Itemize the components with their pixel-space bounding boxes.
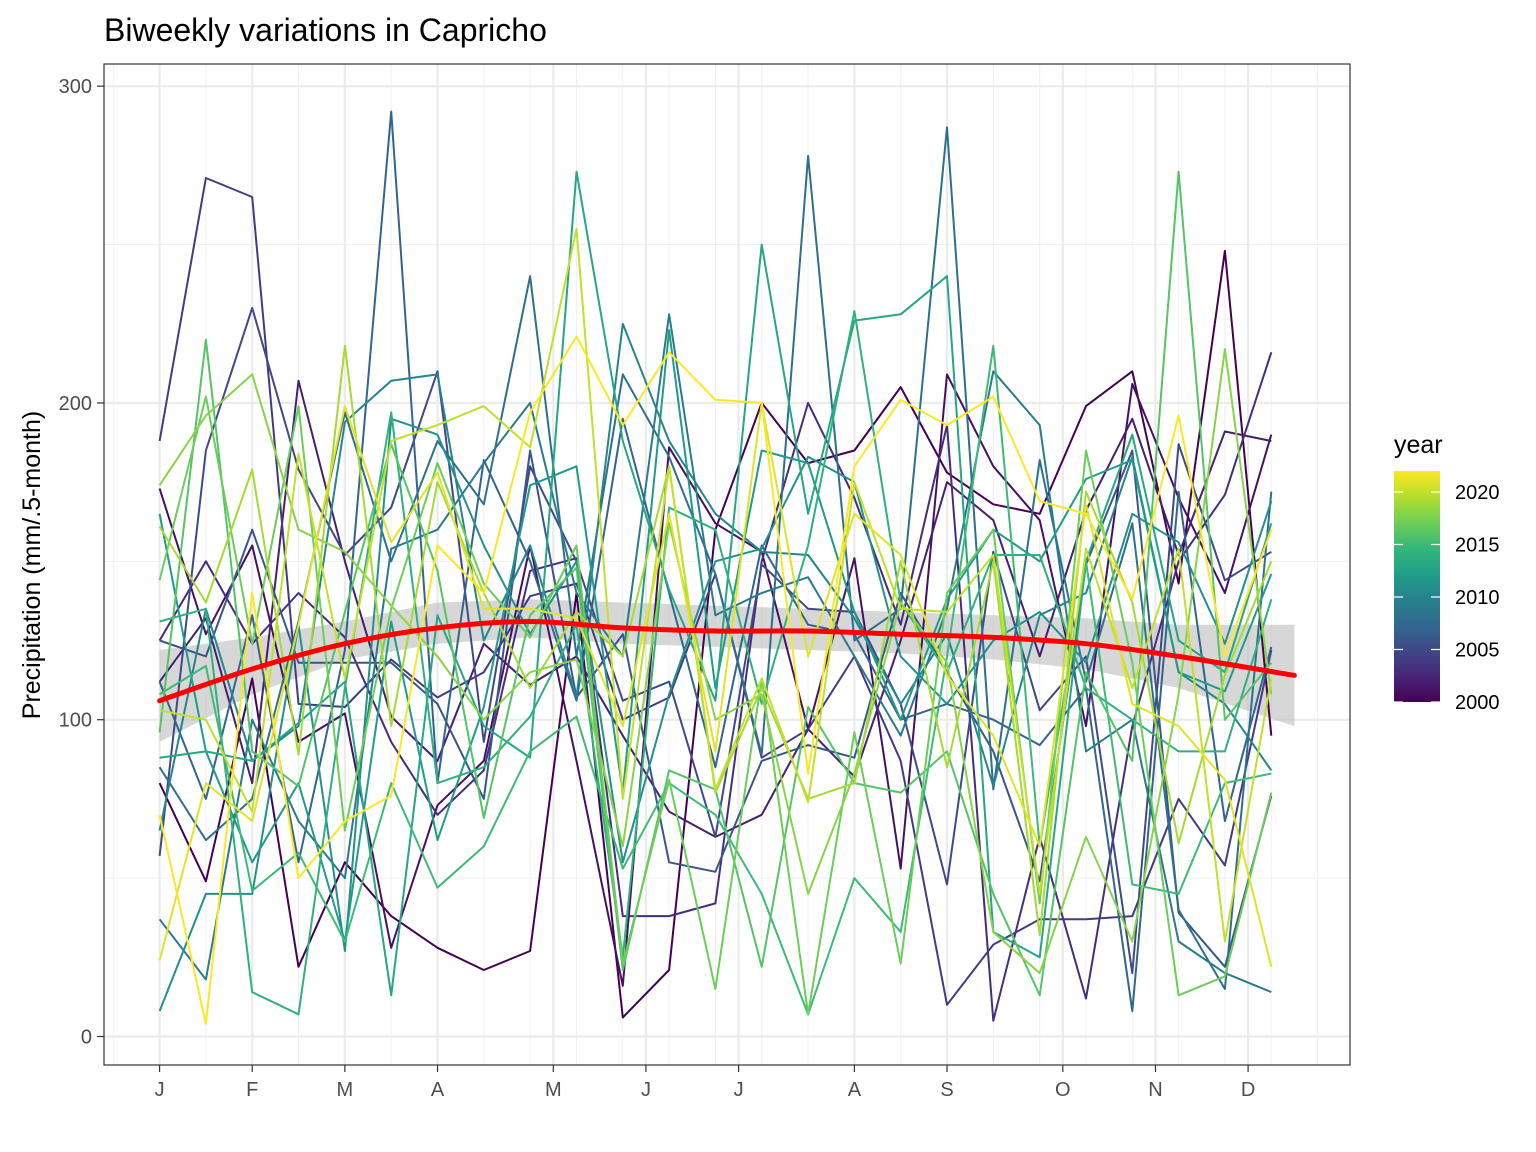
- smooth-confidence-band: [159, 599, 1295, 742]
- x-tick-label: S: [940, 1079, 953, 1101]
- x-tick-label: M: [337, 1079, 354, 1101]
- x-tick-label: M: [545, 1079, 562, 1101]
- x-tick-label: J: [155, 1079, 165, 1101]
- confidence-band: [159, 599, 1295, 742]
- x-tick-label: N: [1148, 1079, 1162, 1101]
- series-line-2003: [158, 351, 1273, 1022]
- legend: year 2000 2005 2010 2015 2020: [1394, 431, 1500, 714]
- legend-tick-label: 2005: [1455, 640, 1500, 662]
- series-line-2022: [158, 335, 1273, 1025]
- y-axis-title: Precipitation (mm/.5-month): [18, 411, 46, 719]
- x-tick-label: A: [431, 1079, 445, 1101]
- series-line-2014: [159, 310, 1273, 1016]
- series-line-2009: [158, 313, 1272, 994]
- y-axis: 0 100 200 300: [59, 76, 104, 1048]
- series-line-2017: [158, 395, 1273, 1016]
- series-line-2001: [158, 373, 1273, 987]
- legend-tick-label: 2010: [1455, 587, 1500, 609]
- legend-tick-label: 2020: [1455, 482, 1500, 504]
- x-tick-label: D: [1241, 1079, 1255, 1101]
- y-tick-label: 200: [59, 393, 92, 415]
- x-tick-label: J: [641, 1079, 651, 1101]
- chart-title: Biweekly variations in Capricho: [104, 12, 547, 48]
- y-tick-label: 300: [59, 76, 92, 98]
- x-tick-label: A: [848, 1079, 862, 1101]
- y-tick-label: 0: [81, 1026, 92, 1048]
- series-line-2019: [158, 344, 1273, 937]
- legend-tick-label: 2000: [1455, 692, 1500, 714]
- x-tick-label: J: [734, 1079, 744, 1101]
- legend-colorbar: [1394, 471, 1440, 702]
- year-series-lines: [158, 110, 1273, 1025]
- series-line-2018: [158, 348, 1273, 975]
- series-line-2020: [159, 227, 1273, 943]
- series-line-2011: [158, 417, 1273, 1012]
- series-line-2010: [158, 322, 1273, 831]
- x-tick-label: O: [1055, 1079, 1071, 1101]
- plot-panel-border: [103, 63, 1351, 1066]
- legend-ticks: 2000 2005 2010 2015 2020: [1394, 482, 1500, 714]
- series-line-2008: [158, 126, 1273, 990]
- legend-tick-label: 2015: [1455, 535, 1500, 557]
- series-line-2005: [158, 306, 1272, 975]
- smooth-trend-line: [157, 618, 1297, 704]
- legend-title: year: [1394, 431, 1443, 459]
- y-tick-label: 100: [59, 710, 92, 732]
- series-line-2015: [159, 344, 1272, 1016]
- x-tick-label: F: [246, 1079, 258, 1101]
- series-line-2021: [158, 401, 1273, 968]
- smooth-line: [157, 618, 1297, 704]
